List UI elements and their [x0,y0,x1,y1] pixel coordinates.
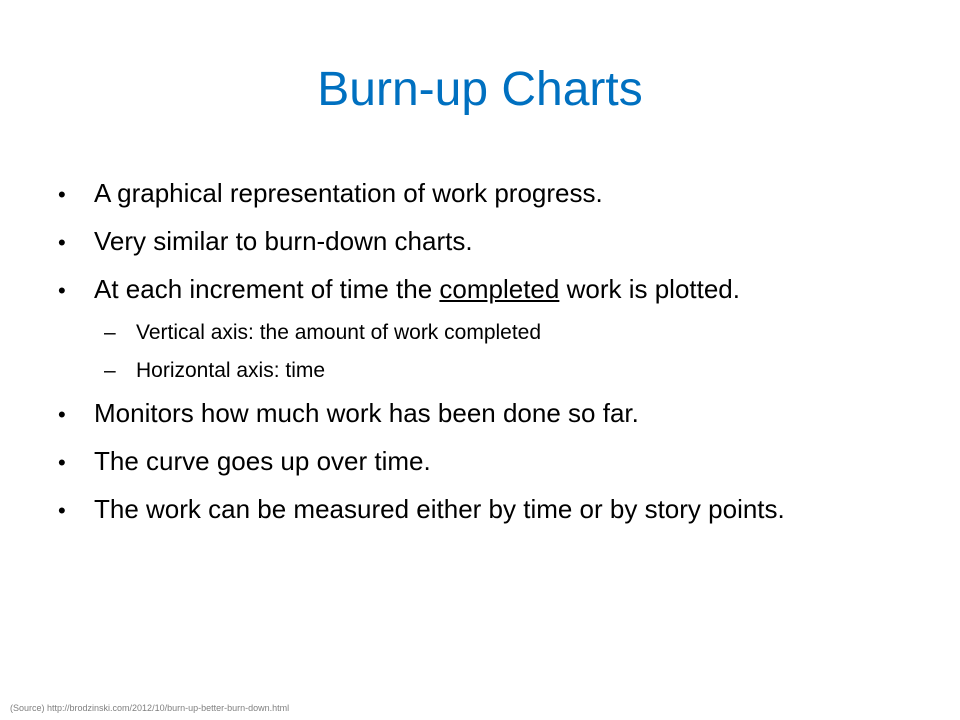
bullet-marker: • [58,402,66,427]
sub-bullet-marker: – [104,321,116,344]
bullet-item: • The curve goes up over time. [58,438,918,486]
bullet-list: • A graphical representation of work pro… [58,170,918,534]
bullet-text-before: At each increment of time the [94,274,440,304]
bullet-item: • At each increment of time the complete… [58,266,918,314]
sub-bullet-text: Horizontal axis: time [136,359,326,382]
sub-bullet-text: Vertical axis: the amount of work comple… [136,321,542,344]
bullet-text-after: work is plotted. [559,274,740,304]
bullet-text: Very similar to burn-down charts. [94,226,473,256]
bullet-marker: • [58,278,66,303]
bullet-text: At each increment of time the completed … [94,266,740,312]
bullet-item: • A graphical representation of work pro… [58,170,918,218]
bullet-text: Monitors how much work has been done so … [94,398,639,428]
bullet-text: The work can be measured either by time … [94,494,785,524]
slide-title: Burn-up Charts [317,63,643,116]
sub-bullet-marker: – [104,359,116,382]
bullet-marker: • [58,498,66,523]
bullet-marker: • [58,182,66,207]
bullet-text: The curve goes up over time. [94,446,431,476]
bullet-item: • Very similar to burn-down charts. [58,218,918,266]
sub-bullet-item: – Vertical axis: the amount of work comp… [58,314,918,352]
underlined-word: completed [439,274,560,304]
bullet-item: • Monitors how much work has been done s… [58,390,918,438]
bullet-text: A graphical representation of work progr… [94,178,603,208]
bullet-item: • The work can be measured either by tim… [58,486,918,534]
bullet-marker: • [58,450,66,475]
source-citation: (Source) http://brodzinski.com/2012/10/b… [10,703,290,713]
bullet-marker: • [58,230,66,255]
sub-bullet-item: – Horizontal axis: time [58,352,918,390]
